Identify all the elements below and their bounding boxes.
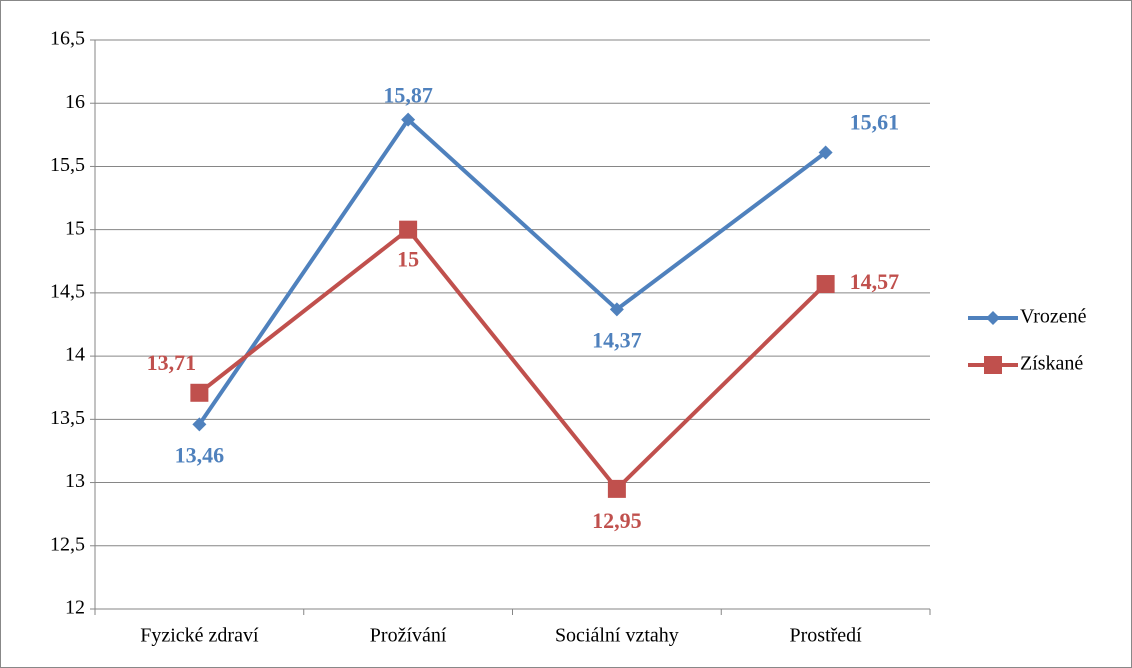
value-label: 14,57 [850,269,900,294]
value-label: 15 [397,247,419,272]
point [192,417,207,432]
point [190,383,209,402]
series-line [198,227,828,491]
value-label: 13,71 [147,350,197,375]
value-label: 15,87 [383,83,433,108]
y-tick-label: 13,5 [50,407,85,429]
value-label: 14,37 [592,327,642,352]
x-tick-label: Sociální vztahy [555,625,679,647]
legend-label: Získané [1020,353,1083,375]
y-tick-label: 12,5 [50,533,85,555]
y-tick-label: 14 [65,344,85,366]
point [399,220,418,239]
point [816,275,835,294]
legend-label: Vrozené [1020,306,1087,328]
y-tick-label: 12 [65,597,85,619]
x-tick-label: Prostředí [790,625,863,647]
x-tick-label: Prožívání [370,625,447,647]
point [607,479,626,498]
value-label: 12,95 [592,508,642,533]
y-tick-label: 15,5 [50,154,85,176]
y-tick-label: 16 [65,91,85,113]
value-label: 15,61 [850,110,900,135]
x-tick-label: Fyzické zdraví [140,625,259,647]
y-tick-label: 15 [65,217,85,239]
legend-marker [986,311,1000,325]
y-tick-label: 13 [65,470,85,492]
y-tick-label: 14,5 [50,280,85,302]
value-label: 13,46 [175,442,225,467]
point [401,112,416,127]
series-line [197,117,827,426]
legend-marker [984,356,1002,374]
point [609,302,624,317]
y-tick-label: 16,5 [50,28,85,50]
point [818,145,833,160]
